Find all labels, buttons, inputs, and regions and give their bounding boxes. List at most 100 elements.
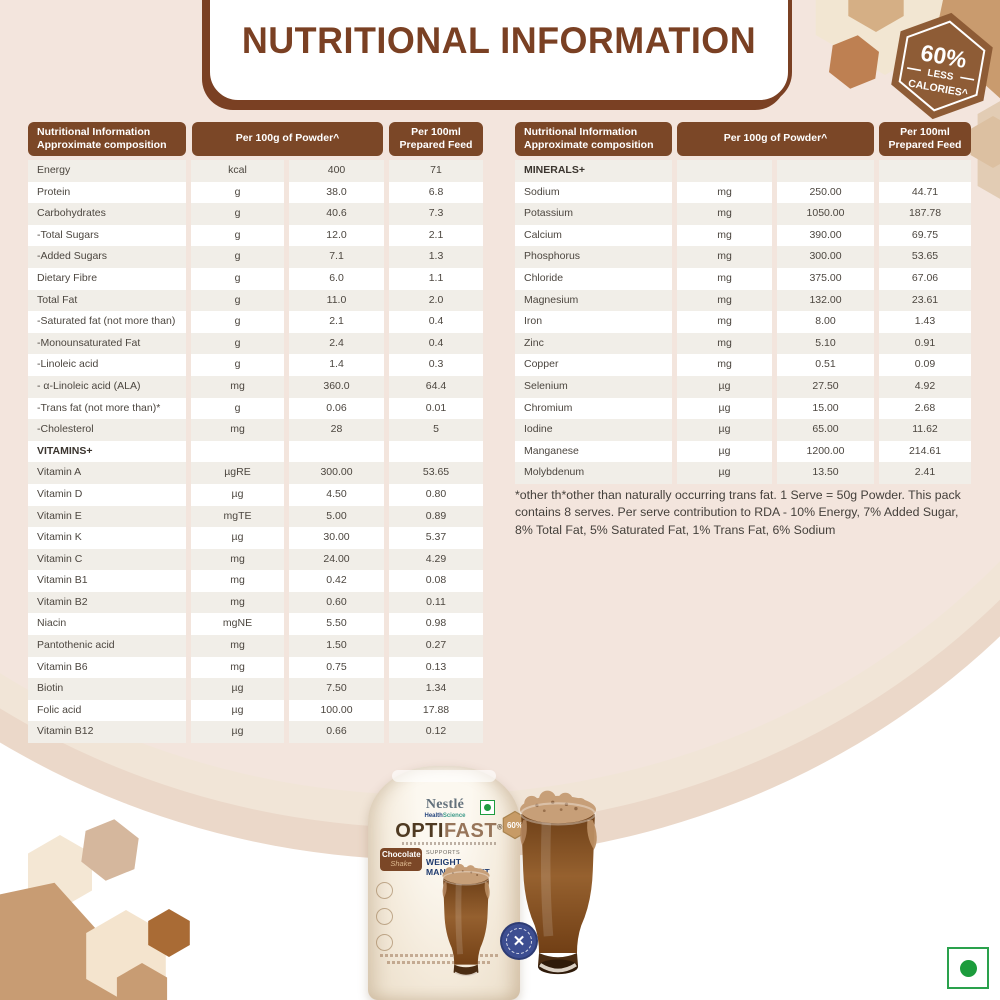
pack-fine-print — [387, 961, 491, 964]
table-row: Selenium µg 27.50 4.92 — [515, 375, 972, 398]
table-row: Iodine µg 65.00 11.62 — [515, 419, 972, 441]
table-row: MINERALS+ — [515, 160, 972, 182]
value-per-100ml: 5.37 — [389, 527, 483, 549]
title-banner: NUTRITIONAL INFORMATION — [206, 0, 792, 104]
value-per-100g: 375.00 — [777, 267, 874, 290]
nutrient-unit: µg — [191, 483, 284, 506]
nutrient-label: -Total Sugars — [28, 224, 186, 247]
table-row: Molybdenum µg 13.50 2.41 — [515, 462, 972, 484]
nutrient-label: Vitamin E — [28, 505, 186, 528]
value-per-100g: 2.1 — [289, 311, 384, 333]
value-per-100g: 28 — [289, 419, 384, 441]
shake-glass-small — [442, 863, 490, 977]
value-per-100ml: 2.68 — [879, 397, 971, 420]
table-row: -Saturated fat (not more than) g 2.1 0.4 — [28, 311, 483, 333]
nutrient-unit: mg — [677, 224, 772, 247]
value-per-100g: 400 — [289, 160, 384, 182]
value-per-100g: 300.00 — [777, 246, 874, 268]
table-row: Total Fat g 11.0 2.0 — [28, 289, 483, 312]
nutrient-label: Potassium — [515, 203, 672, 225]
brand-logo: Nestlé HealthScience — [408, 798, 482, 820]
badge-ring — [506, 928, 532, 954]
pack-fine-print — [380, 954, 498, 957]
nutrient-unit: g — [191, 203, 284, 225]
value-per-100ml: 6.8 — [389, 181, 483, 204]
table-row: Vitamin E mgTE 5.00 0.89 — [28, 505, 483, 528]
nutrient-unit: mg — [191, 419, 284, 441]
nutrient-unit: µg — [677, 462, 772, 484]
nutrient-label: Magnesium — [515, 289, 672, 312]
nutrient-unit: mg — [191, 548, 284, 571]
value-per-100g: 250.00 — [777, 181, 874, 204]
footnote: *other th*other than naturally occurring… — [515, 488, 961, 537]
value-per-100ml: 69.75 — [879, 224, 971, 247]
nutrient-unit — [191, 440, 284, 463]
nutrient-label: -Monounsaturated Fat — [28, 332, 186, 355]
nutrient-label: Pantothenic acid — [28, 635, 186, 657]
nutrient-label: Iron — [515, 311, 672, 333]
table-row: Chromium µg 15.00 2.68 — [515, 397, 972, 420]
value-per-100ml: 2.41 — [879, 462, 971, 484]
calories-badge: 60% LESS CALORIES^ — [891, 12, 993, 120]
nutrient-unit: µg — [191, 721, 284, 744]
nutrient-label: MINERALS+ — [515, 160, 672, 182]
veg-mark-icon-pack — [480, 800, 495, 815]
value-per-100ml: 0.11 — [389, 591, 483, 614]
nutrient-unit: g — [191, 267, 284, 290]
value-per-100ml: 67.06 — [879, 267, 971, 290]
value-per-100ml: 1.43 — [879, 311, 971, 333]
value-per-100g: 30.00 — [289, 527, 384, 549]
value-per-100g: 5.00 — [289, 505, 384, 528]
shake-glass-large — [520, 790, 597, 975]
nutrient-label: VITAMINS+ — [28, 440, 186, 463]
value-per-100g: 0.51 — [777, 354, 874, 376]
brand-sub-health: Health — [424, 813, 443, 819]
column-header-composition: Nutritional Information Approximate compo… — [28, 122, 186, 156]
badge-less: LESS — [927, 68, 955, 83]
value-per-100ml: 7.3 — [389, 203, 483, 225]
table-row: Vitamin D µg 4.50 0.80 — [28, 483, 483, 506]
nutrient-unit: mg — [191, 635, 284, 657]
nutrient-label: Vitamin D — [28, 483, 186, 506]
table-row: -Added Sugars g 7.1 1.3 — [28, 246, 483, 268]
nutrient-label: Iodine — [515, 419, 672, 441]
nutrient-label: Calcium — [515, 224, 672, 247]
value-per-100g: 15.00 — [777, 397, 874, 420]
table-header: Nutritional Information Approximate compo… — [28, 122, 483, 156]
value-per-100g: 390.00 — [777, 224, 874, 247]
table-row: Vitamin B6 mg 0.75 0.13 — [28, 656, 483, 679]
value-per-100g: 8.00 — [777, 311, 874, 333]
table-row: Dietary Fibre g 6.0 1.1 — [28, 267, 483, 290]
nutrient-unit: mg — [677, 311, 772, 333]
nutrient-unit: µg — [677, 440, 772, 463]
column-header-per100ml: Per 100ml Prepared Feed — [389, 122, 483, 156]
nutrient-label: -Saturated fat (not more than) — [28, 311, 186, 333]
table-row: Vitamin K µg 30.00 5.37 — [28, 527, 483, 549]
value-per-100ml: 0.98 — [389, 613, 483, 636]
table-row: - α-Linoleic acid (ALA) mg 360.0 64.4 — [28, 375, 483, 398]
value-per-100ml: 0.89 — [389, 505, 483, 528]
value-per-100ml: 53.65 — [879, 246, 971, 268]
table-row: Manganese µg 1200.00 214.61 — [515, 440, 972, 463]
value-per-100g: 0.60 — [289, 591, 384, 614]
product-name: OPTIFAST® — [395, 820, 503, 842]
table-row: Magnesium mg 132.00 23.61 — [515, 289, 972, 312]
nutrient-label: Chloride — [515, 267, 672, 290]
value-per-100ml: 5 — [389, 419, 483, 441]
column-header-per100ml: Per 100ml Prepared Feed — [879, 122, 971, 156]
value-per-100ml: 187.78 — [879, 203, 971, 225]
value-per-100ml: 2.1 — [389, 224, 483, 247]
nutrient-label: Phosphorus — [515, 246, 672, 268]
nutrient-label: Biotin — [28, 678, 186, 700]
value-per-100g: 4.50 — [289, 483, 384, 506]
column-header-per100g: Per 100g of Powder^ — [192, 122, 383, 156]
nutrient-label: - α-Linoleic acid (ALA) — [28, 375, 186, 398]
value-per-100ml: 214.61 — [879, 440, 971, 463]
nutrient-unit — [677, 160, 772, 182]
nutrient-label: Folic acid — [28, 699, 186, 722]
column-header-per100g: Per 100g of Powder^ — [677, 122, 874, 156]
nutrient-label: Total Fat — [28, 289, 186, 312]
nutrient-unit: µg — [191, 699, 284, 722]
nutrient-label: -Added Sugars — [28, 246, 186, 268]
nutrient-unit: mg — [677, 354, 772, 376]
